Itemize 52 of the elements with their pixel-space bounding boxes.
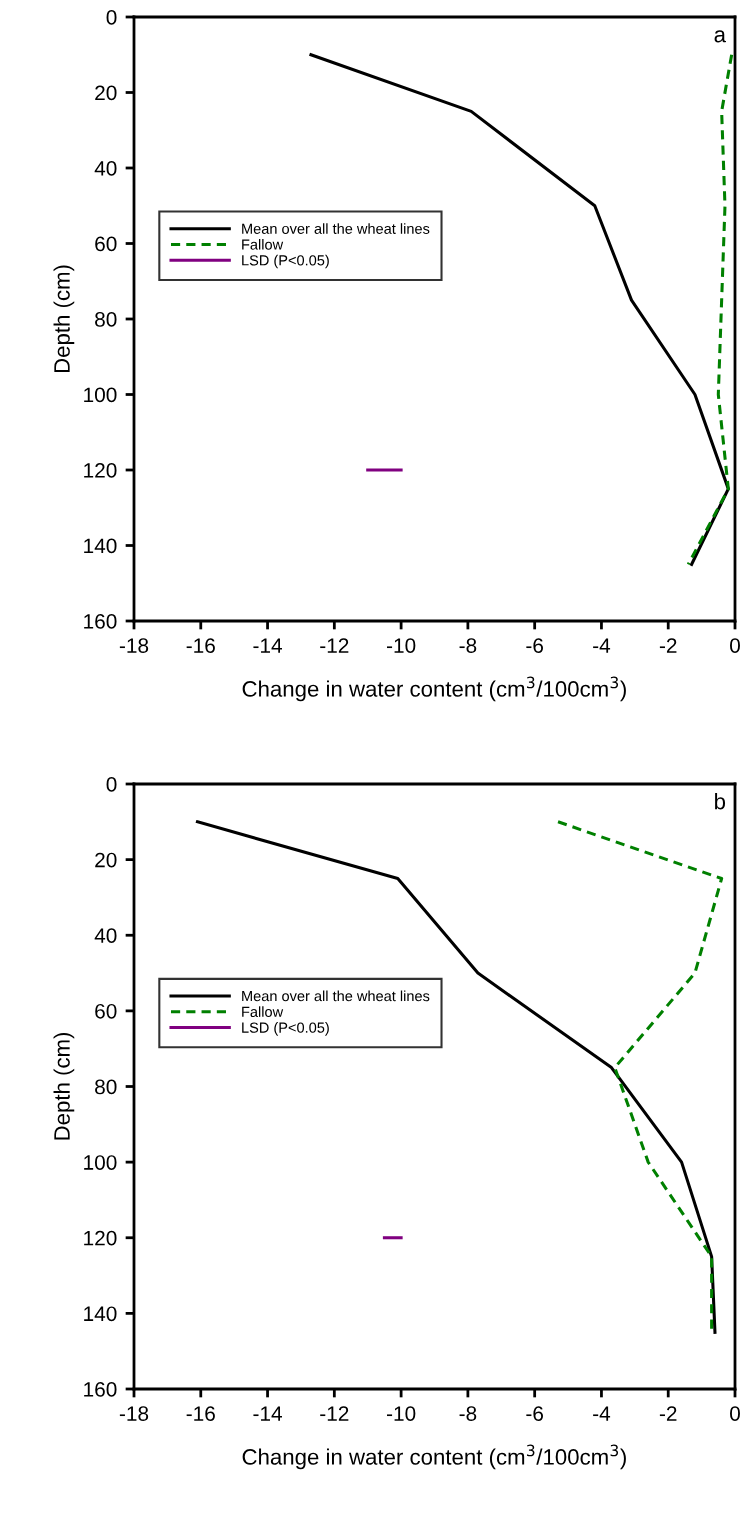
x-tick-label: -6: [526, 638, 544, 653]
x-tick-label: -14: [253, 1406, 282, 1421]
x-tick-label: 0: [730, 638, 740, 653]
y-tick-label: 120: [84, 463, 117, 478]
line-series: [195, 820, 717, 1334]
y-tick-label: 160: [84, 1382, 117, 1397]
x-tick-label: -12: [320, 1406, 349, 1421]
y-tick-label: 100: [84, 1155, 117, 1170]
x-tick-label: -4: [593, 1406, 611, 1421]
y-tick-label: 20: [95, 852, 117, 868]
x-tick-label: -14: [253, 638, 282, 653]
legend-label: Mean over all the wheat lines: [242, 990, 430, 1002]
x-tick-label: -8: [459, 638, 477, 653]
y-tick-label: 80: [95, 312, 117, 327]
y-tick-label: 0: [106, 10, 117, 25]
x-tick-label: -18: [119, 1406, 149, 1421]
x-tick-label: -2: [659, 638, 677, 653]
y-tick-label: 20: [95, 85, 117, 101]
y-tick-label: 80: [95, 1079, 117, 1095]
legend-label: LSD (P<0.05): [242, 254, 329, 269]
line-series: [686, 53, 734, 566]
y-tick-label: 60: [95, 236, 117, 252]
y-axis-title: Depth (cm): [53, 265, 75, 373]
x-tick-label: -16: [186, 1406, 215, 1421]
x-tick-label: -16: [186, 638, 215, 653]
x-axis-title: Change in water content (cm$^{3}$/100cm$^{3}$): [242, 676, 626, 702]
legend-label: Fallow: [242, 238, 284, 250]
x-tick-label: -18: [119, 638, 149, 653]
x-tick-label: -12: [320, 638, 349, 653]
x-tick-label: -10: [386, 638, 416, 653]
x-axis-title: Change in water content (cm$^{3}$/100cm$^{3}$): [242, 1444, 626, 1470]
y-tick-label: 140: [84, 1306, 117, 1322]
legend-label: LSD (P<0.05): [242, 1022, 329, 1036]
annotation: a: [714, 30, 726, 43]
annotation: b: [715, 793, 726, 810]
y-tick-label: 160: [84, 614, 117, 629]
legend-label: Mean over all the wheat lines: [242, 223, 430, 234]
y-tick-label: 60: [95, 1003, 117, 1019]
legend-label: Fallow: [242, 1006, 284, 1017]
x-tick-label: -2: [659, 1406, 677, 1421]
x-tick-label: -4: [593, 638, 611, 653]
y-tick-label: 140: [84, 538, 117, 554]
y-tick-label: 0: [106, 777, 117, 792]
x-tick-label: -8: [459, 1406, 477, 1421]
y-tick-label: 40: [94, 161, 117, 176]
y-tick-label: 40: [94, 928, 117, 943]
y-tick-label: 100: [84, 387, 117, 403]
x-tick-label: -6: [526, 1406, 544, 1421]
y-tick-label: 120: [84, 1230, 117, 1246]
x-tick-label: -10: [386, 1406, 416, 1421]
x-tick-label: 0: [730, 1406, 740, 1421]
y-axis-title: Depth (cm): [53, 1032, 75, 1140]
